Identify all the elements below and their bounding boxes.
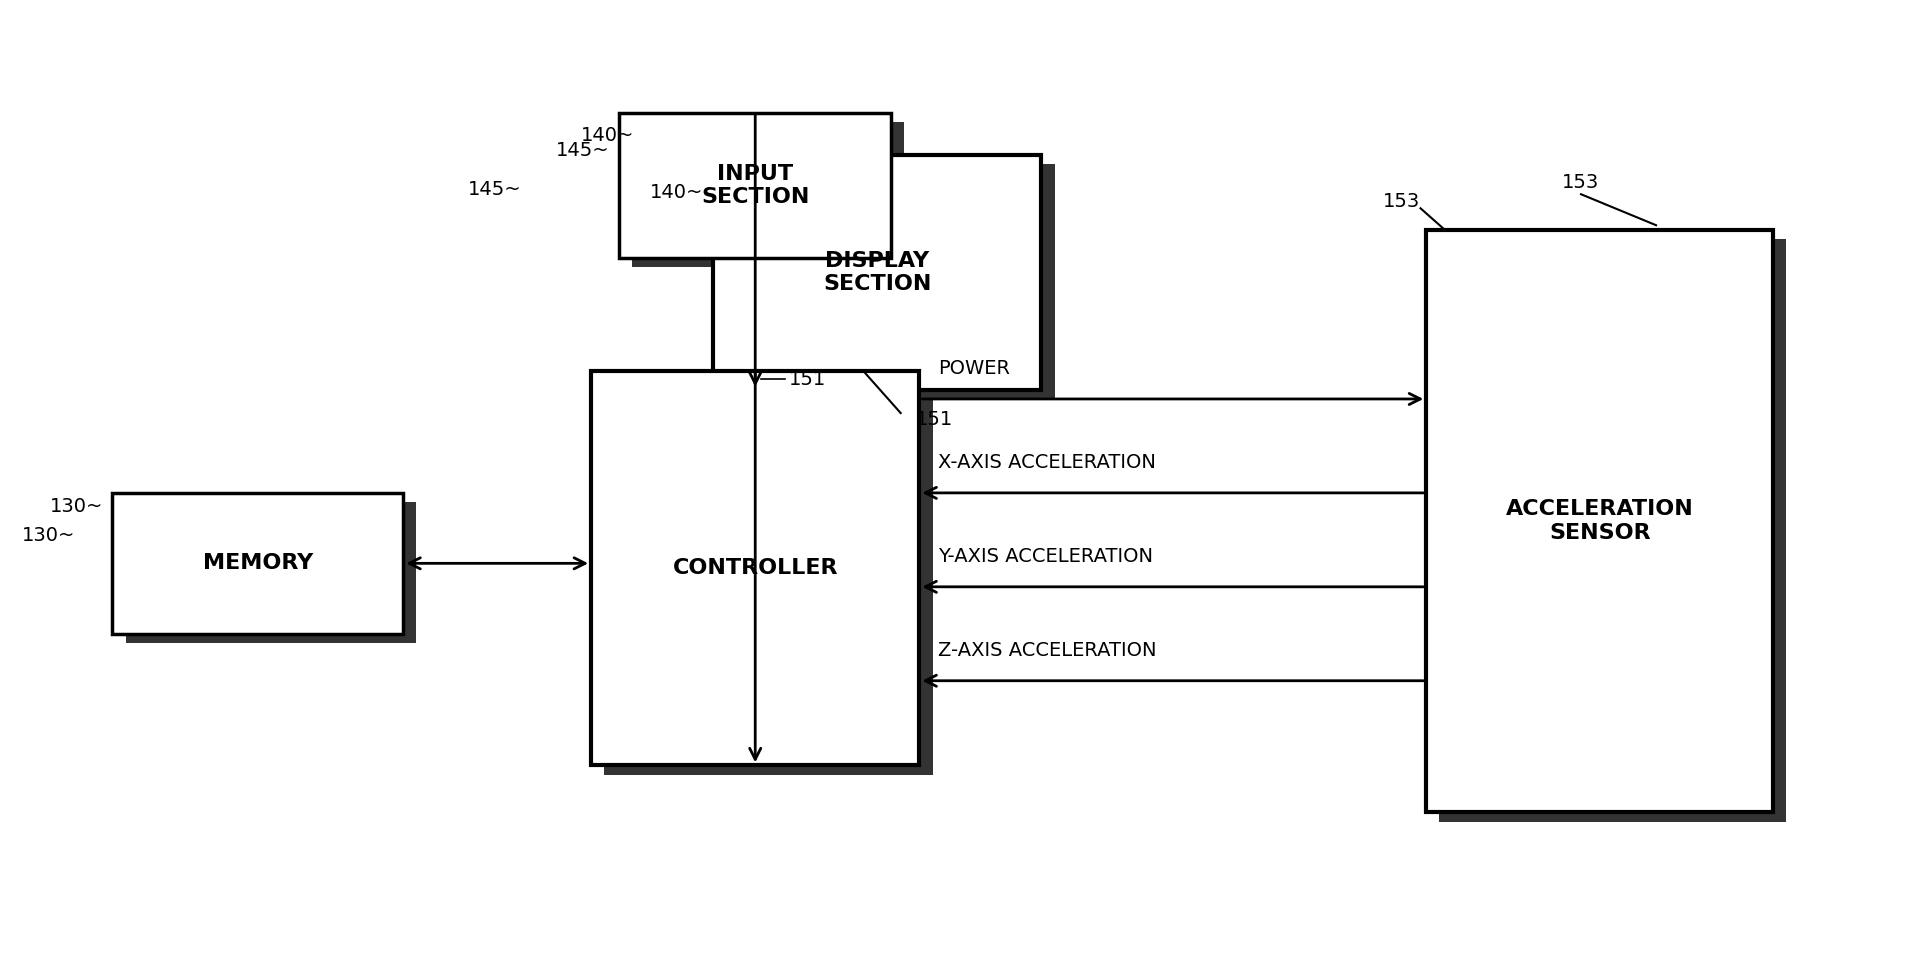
Bar (1427, 230, 1774, 812)
Bar (632, 122, 904, 268)
Text: 151: 151 (789, 369, 827, 389)
Bar (727, 164, 1055, 399)
Text: 140~: 140~ (580, 127, 634, 145)
Text: ACCELERATION
SENSOR: ACCELERATION SENSOR (1506, 500, 1693, 542)
Text: 145~: 145~ (469, 180, 522, 199)
Bar (603, 380, 933, 775)
Bar (125, 502, 416, 643)
Text: 145~: 145~ (555, 140, 609, 160)
Text: INPUT
SECTION: INPUT SECTION (702, 163, 810, 207)
Text: 153: 153 (1562, 173, 1600, 192)
Text: 130~: 130~ (21, 526, 75, 544)
Bar (713, 155, 1041, 390)
Text: Y-AXIS ACCELERATION: Y-AXIS ACCELERATION (939, 547, 1153, 566)
Text: CONTROLLER: CONTROLLER (673, 558, 839, 578)
Text: 151: 151 (916, 410, 952, 429)
Text: MEMORY: MEMORY (202, 553, 312, 573)
Text: POWER: POWER (939, 360, 1010, 378)
Text: 153: 153 (1382, 192, 1421, 211)
Bar (1440, 239, 1787, 822)
Bar (619, 112, 891, 258)
Text: X-AXIS ACCELERATION: X-AXIS ACCELERATION (939, 454, 1157, 472)
Bar (592, 370, 920, 765)
Text: 130~: 130~ (50, 497, 102, 516)
Text: Z-AXIS ACCELERATION: Z-AXIS ACCELERATION (939, 641, 1157, 660)
Bar (112, 493, 403, 633)
Text: 140~: 140~ (650, 183, 704, 202)
Text: DISPLAY
SECTION: DISPLAY SECTION (823, 250, 931, 294)
